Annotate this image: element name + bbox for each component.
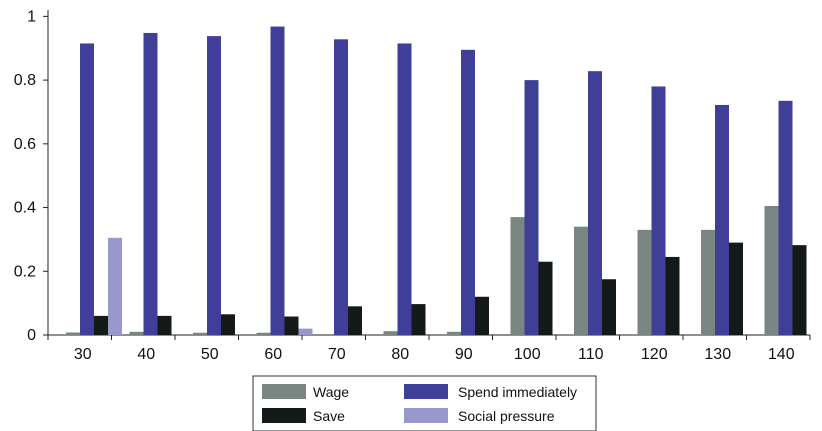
- bar-wage-130: [701, 229, 715, 335]
- y-tick-label: 0.8: [14, 72, 36, 89]
- y-tick-label: 0.2: [14, 263, 36, 280]
- bars: [66, 26, 807, 336]
- legend-swatch-save: [262, 408, 306, 423]
- legend-label-save: Save: [313, 408, 345, 424]
- bar-save-30: [94, 315, 108, 335]
- bar-wage-40: [129, 331, 144, 335]
- y-tick-label: 1: [27, 8, 36, 25]
- legend-label-wage: Wage: [313, 384, 349, 400]
- bar-wage-140: [764, 205, 779, 335]
- bar-spend-immediately-50: [207, 36, 221, 336]
- bar-spend-immediately-60: [270, 26, 285, 335]
- y-axis: 0 0.2 0.4 0.6 0.8 1: [14, 8, 49, 344]
- legend-swatch-social-pressure: [404, 408, 448, 423]
- bar-save-80: [411, 304, 426, 335]
- bar-spend-immediately-70: [334, 39, 348, 336]
- bar-spend-immediately-90: [461, 49, 475, 335]
- bar-social-pressure-30: [108, 237, 122, 335]
- x-tick-label: 40: [137, 346, 155, 363]
- bar-save-60: [284, 316, 299, 335]
- bar-save-140: [792, 245, 807, 335]
- x-tick-label: 140: [768, 346, 795, 363]
- bar-save-70: [348, 306, 362, 335]
- bar-spend-immediately-100: [524, 80, 539, 335]
- x-tick-label: 70: [328, 346, 346, 363]
- bar-spend-immediately-40: [143, 32, 158, 336]
- bar-save-50: [221, 314, 235, 335]
- x-tick-label: 110: [578, 346, 604, 363]
- bar-spend-immediately-110: [588, 71, 602, 336]
- bar-save-100: [538, 261, 553, 335]
- legend-label-social-pressure: Social pressure: [458, 408, 555, 424]
- bar-spend-immediately-80: [397, 43, 412, 336]
- legend: Wage Spend immediately Save Social pressure: [252, 375, 597, 431]
- bar-save-40: [157, 315, 172, 335]
- x-tick-label: 130: [704, 346, 731, 363]
- bar-save-120: [665, 256, 680, 335]
- bar-wage-80: [383, 331, 398, 335]
- bar-social-pressure-60: [298, 328, 313, 335]
- x-tick-label: 90: [455, 346, 473, 363]
- x-tick-label: 100: [514, 346, 541, 363]
- bar-spend-immediately-120: [651, 86, 666, 336]
- bar-save-110: [602, 279, 616, 335]
- legend-label-spend-immediately: Spend immediately: [458, 384, 577, 400]
- y-tick-label: 0.4: [14, 200, 36, 217]
- y-tick-label: 0.6: [14, 136, 36, 153]
- x-tick-label: 80: [391, 346, 409, 363]
- x-tick-label: 120: [641, 346, 668, 363]
- bar-spend-immediately-130: [715, 104, 729, 335]
- legend-swatch-spend-immediately: [404, 384, 448, 399]
- x-tick-label: 30: [74, 346, 92, 363]
- bar-wage-90: [447, 331, 461, 335]
- bar-wage-60: [256, 332, 271, 335]
- bar-wage-50: [193, 332, 207, 335]
- bar-wage-120: [637, 229, 652, 335]
- bar-save-130: [729, 242, 743, 335]
- legend-swatch-wage: [262, 384, 306, 399]
- bar-wage-100: [510, 217, 525, 335]
- bar-spend-immediately-140: [778, 100, 793, 335]
- y-tick-label: 0: [27, 327, 36, 344]
- bar-wage-30: [66, 332, 80, 335]
- bar-spend-immediately-30: [80, 43, 94, 336]
- bar-wage-110: [574, 226, 588, 335]
- x-tick-label: 50: [201, 346, 219, 363]
- x-tick-label: 60: [264, 346, 282, 363]
- x-axis: 30 40 50 60 70 80 90 100 110 120 130 140: [47, 334, 811, 363]
- bar-save-90: [475, 296, 489, 335]
